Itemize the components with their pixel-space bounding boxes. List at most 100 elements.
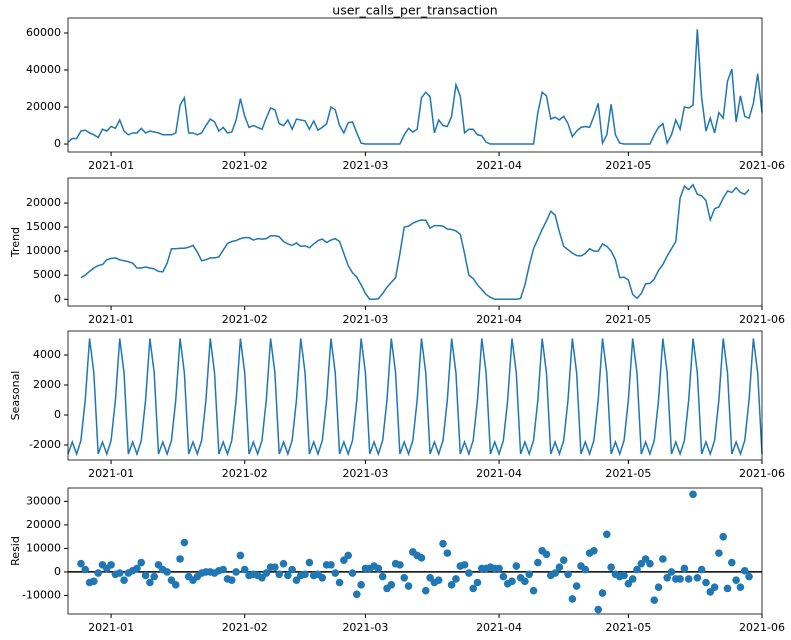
y-tick-label: 30000: [26, 494, 61, 507]
series-line: [67, 29, 763, 146]
resid-point: [598, 589, 607, 597]
resid-point: [473, 578, 482, 587]
x-tick-label: 2021-03: [342, 621, 388, 634]
y-tick-label: 40000: [26, 63, 61, 76]
resid-point: [564, 570, 572, 579]
x-tick-label: 2021-04: [476, 467, 522, 480]
resid-point: [702, 578, 710, 587]
resid-point: [417, 554, 426, 562]
y-tick-label: 20000: [26, 100, 61, 113]
axes-frame: [67, 177, 763, 307]
resid-point: [90, 577, 98, 586]
resid-point: [740, 566, 749, 575]
x-tick-label: 2021-04: [476, 313, 522, 326]
resid-point: [404, 582, 413, 590]
resid-point: [439, 539, 447, 548]
series-line: [80, 183, 750, 301]
resid-point: [141, 571, 150, 580]
resid-point: [732, 576, 740, 584]
resid-point: [348, 569, 357, 577]
x-tick-label: 2021-05: [605, 467, 651, 480]
resid-point: [137, 558, 146, 567]
resid-point: [180, 538, 189, 547]
resid-point: [171, 581, 180, 589]
resid-point: [434, 576, 443, 584]
resid-point: [607, 563, 615, 572]
y-tick-label: 10000: [26, 541, 61, 554]
resid-point: [512, 562, 521, 570]
resid-point: [667, 568, 676, 576]
resid-point: [279, 559, 288, 568]
resid-point: [521, 577, 529, 586]
resid-point: [603, 530, 611, 539]
x-tick-label: 2021-06: [739, 159, 785, 172]
resid-point: [715, 549, 723, 557]
resid-point: [697, 565, 706, 574]
resid-point: [335, 578, 344, 587]
resid-point: [107, 561, 115, 569]
resid-point: [542, 550, 551, 559]
resid-point: [284, 571, 292, 580]
resid-point: [525, 570, 534, 579]
x-tick-label: 2021-06: [739, 313, 785, 326]
resid-point: [318, 573, 327, 582]
resid-point: [357, 581, 365, 589]
resid-point: [684, 575, 693, 583]
y-tick-label: 20000: [26, 196, 61, 209]
resid-point: [710, 583, 719, 592]
resid-point: [232, 568, 240, 576]
resid-point: [133, 564, 141, 573]
resid-point: [719, 532, 728, 541]
x-tick-label: 2021-01: [88, 467, 134, 480]
resid-point: [620, 571, 628, 580]
resid-point: [374, 564, 383, 573]
resid-point: [676, 575, 684, 583]
resid-point: [555, 563, 564, 572]
resid-point: [529, 586, 538, 595]
resid-point: [396, 561, 404, 569]
y-tick-label: 10000: [26, 244, 61, 257]
x-tick-label: 2021-05: [605, 621, 651, 634]
resid-point: [421, 586, 430, 595]
x-tick-label: 2021-04: [476, 621, 522, 634]
resid-point: [331, 569, 340, 577]
resid-point: [499, 572, 508, 581]
resid-point: [745, 572, 753, 581]
y-tick-label: 0: [54, 292, 61, 305]
resid-point: [219, 565, 227, 574]
x-tick-label: 2021-06: [739, 621, 785, 634]
series-line: [67, 338, 763, 457]
resid-point: [723, 584, 732, 593]
resid-point: [680, 564, 689, 573]
y-axis-label: Trend: [9, 227, 22, 258]
y-tick-label: 0: [54, 565, 61, 578]
y-tick-label: 2000: [33, 378, 61, 391]
resid-point: [646, 559, 654, 568]
y-axis-label: Seasonal: [9, 371, 22, 421]
resid-point: [572, 582, 581, 590]
resid-point: [633, 565, 641, 574]
resid-point: [495, 564, 503, 573]
resid-point: [236, 551, 245, 560]
resid-point: [94, 569, 102, 577]
x-tick-label: 2021-05: [605, 159, 651, 172]
y-tick-label: -10000: [22, 588, 61, 601]
resid-point: [508, 577, 516, 586]
resid-point: [452, 575, 460, 583]
x-tick-label: 2021-04: [476, 159, 522, 172]
resid-point: [146, 578, 154, 587]
y-tick-label: 20000: [26, 518, 61, 531]
resid-point: [465, 569, 473, 577]
resid-point: [163, 568, 171, 576]
y-tick-label: 0: [54, 137, 61, 150]
axes-frame: [67, 17, 763, 153]
resid-point: [115, 569, 124, 577]
resid-point: [736, 583, 745, 592]
y-tick-label: 5000: [33, 268, 61, 281]
resid-point: [568, 595, 577, 603]
resid-point: [693, 573, 702, 582]
resid-point: [581, 565, 590, 574]
resid-point: [628, 575, 637, 583]
x-tick-label: 2021-02: [222, 621, 268, 634]
x-tick-label: 2021-02: [222, 313, 268, 326]
